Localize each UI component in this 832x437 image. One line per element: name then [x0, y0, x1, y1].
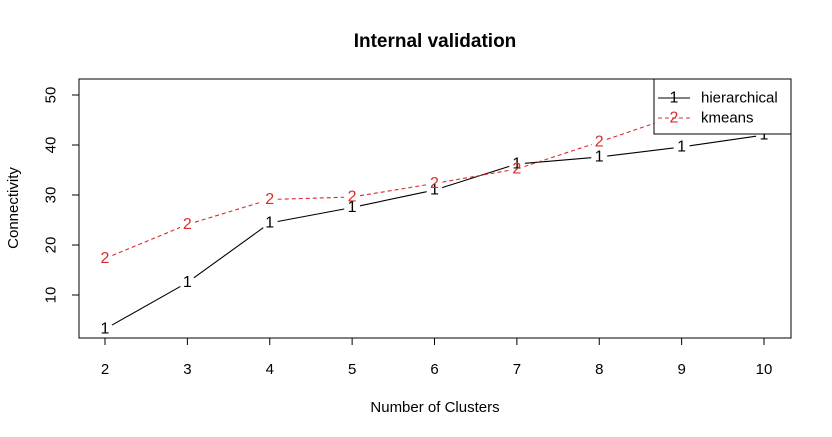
series-kmeans: 222222222 — [101, 89, 769, 267]
data-point: 1 — [760, 127, 769, 144]
legend-marker: 2 — [670, 110, 679, 127]
data-point: 2 — [101, 250, 110, 267]
data-point: 2 — [348, 189, 357, 206]
series-segment — [689, 135, 757, 147]
x-tick-label: 4 — [266, 361, 274, 378]
series-segment — [607, 147, 674, 157]
data-point: 2 — [183, 216, 192, 233]
legend-label: hierarchical — [701, 90, 778, 107]
x-tick-label: 10 — [756, 361, 773, 378]
x-tick-label: 3 — [183, 361, 191, 378]
x-tick-label: 7 — [513, 361, 521, 378]
data-point: 2 — [430, 175, 439, 192]
series-segment — [524, 157, 592, 164]
series-segment — [524, 143, 592, 168]
data-point: 1 — [595, 149, 604, 166]
data-point: 2 — [512, 161, 521, 178]
x-tick-label: 6 — [430, 361, 438, 378]
series-segment — [111, 285, 181, 326]
legend-entry-hierarchical: 1 hierarchical — [658, 90, 778, 107]
series-segment — [193, 227, 264, 279]
y-tick-label: 50 — [43, 87, 60, 104]
x-tick-label: 8 — [595, 361, 603, 378]
legend: 1 hierarchical 2 kmeans — [653, 78, 792, 135]
series-segment — [112, 227, 181, 256]
data-point: 2 — [265, 191, 274, 208]
series-segment — [277, 196, 345, 200]
data-point: 1 — [348, 199, 357, 216]
y-tick-label: 40 — [43, 137, 60, 154]
y-tick-label: 20 — [43, 237, 60, 254]
series-segment — [359, 184, 427, 197]
series-hierarchical: 1 1 1 1 1 1 1 1 1 — [101, 127, 769, 338]
data-point: 2 — [595, 134, 604, 151]
x-axis-label: Number of Clusters — [370, 399, 499, 416]
legend-marker: 1 — [670, 90, 679, 107]
series-segment — [359, 191, 427, 207]
x-axis: 2 3 4 5 6 7 8 9 10 — [101, 337, 773, 378]
x-tick-label: 5 — [348, 361, 356, 378]
legend-box — [653, 78, 792, 135]
series-segment — [277, 208, 345, 223]
data-point: 1 — [101, 321, 110, 338]
data-point: 1 — [265, 215, 274, 232]
series-segment — [194, 201, 263, 223]
x-tick-label: 2 — [101, 361, 109, 378]
x-tick-label: 9 — [677, 361, 685, 378]
data-point: 1 — [512, 156, 521, 173]
data-point: 1 — [183, 274, 192, 291]
y-axis: 10 20 30 40 50 — [43, 87, 80, 304]
y-tick-label: 30 — [43, 187, 60, 204]
series-segment — [441, 165, 510, 189]
legend-entry-kmeans: 2 kmeans — [658, 110, 754, 127]
y-axis-label: Connectivity — [5, 167, 22, 249]
chart-title: Internal validation — [354, 31, 517, 52]
data-point: 1 — [677, 139, 686, 156]
legend-label: kmeans — [701, 110, 754, 127]
y-tick-label: 10 — [43, 287, 60, 304]
data-point: 1 — [430, 182, 439, 199]
series-segment — [442, 169, 510, 183]
series-layer: 111111111222222222 — [101, 89, 769, 338]
